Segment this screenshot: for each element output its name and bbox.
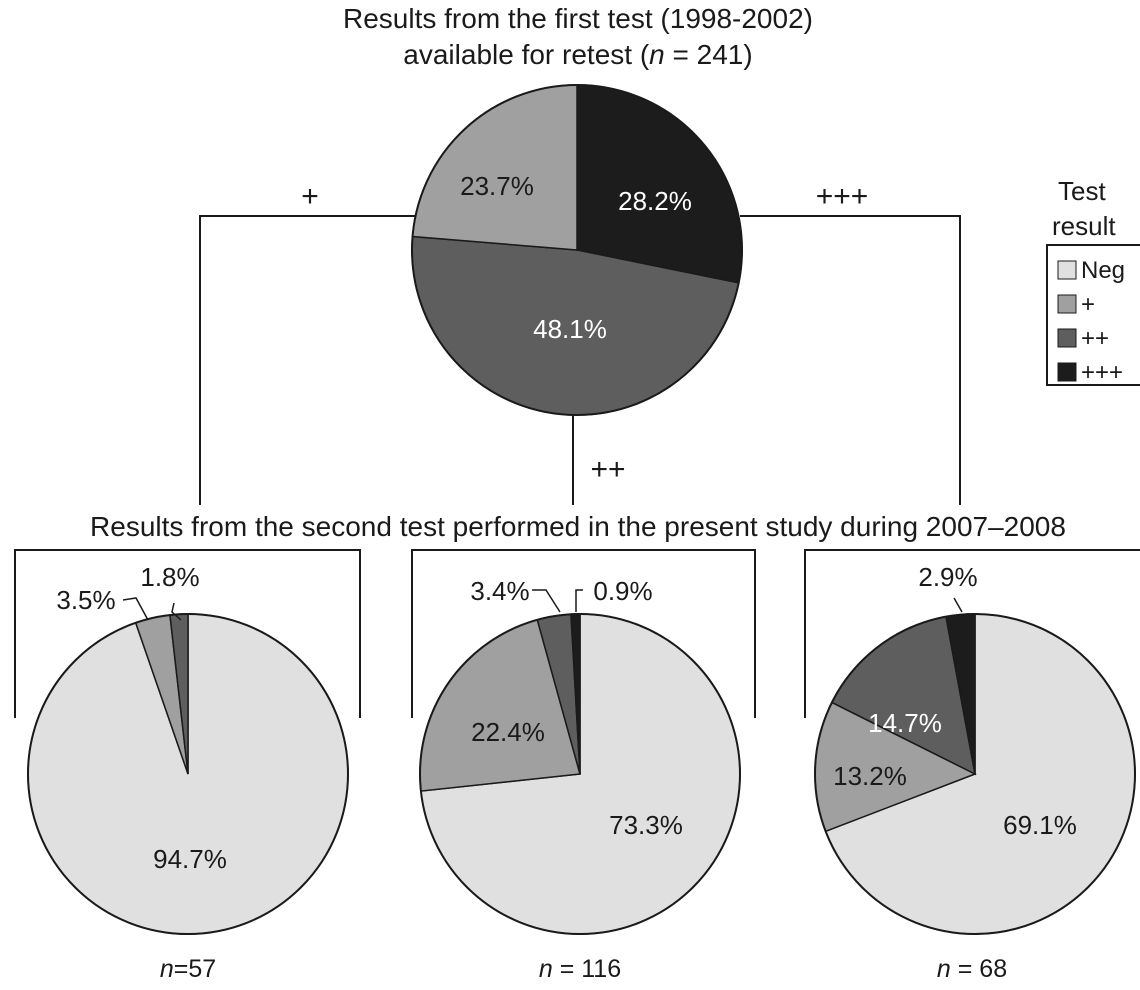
data-label-plusplusplus: 28.2%	[618, 186, 692, 216]
data-label-plusplusplus: 0.9%	[593, 576, 652, 606]
connector-plus	[199, 215, 420, 505]
pie-first-test: 28.2% 48.1% 23.7%	[411, 84, 743, 416]
pie-outline	[814, 613, 1136, 935]
data-label-plusplus: 3.4%	[470, 576, 529, 606]
legend-swatch-plusplus	[1057, 328, 1077, 348]
pie-slice-plusplusplus	[576, 84, 743, 284]
branch-label-plusplusplus: +++	[816, 180, 869, 213]
leader-2-9	[953, 597, 963, 613]
legend-label-plusplus: ++	[1081, 325, 1109, 352]
n-label-57-prefix: n	[160, 955, 174, 983]
leader-3-5	[122, 597, 149, 621]
n-label-116-prefix: n	[539, 955, 553, 983]
pie-slice-plus	[411, 84, 578, 251]
n-label-68: n = 68	[937, 955, 1007, 983]
data-label-plus: 23.7%	[460, 171, 534, 201]
data-label-plusplus: 1.8%	[140, 562, 199, 592]
leader-lines	[122, 589, 963, 621]
connector-lines	[14, 215, 1140, 718]
n-label-68-value: = 68	[951, 955, 1007, 983]
data-label-neg: 94.7%	[153, 844, 227, 874]
legend-box	[1046, 244, 1140, 386]
pie-second-test-from-plus: 94.7% 3.5% 1.8%	[27, 562, 349, 935]
top-title-line1: Results from the first test (1998-2002)	[343, 3, 813, 34]
top-title-n: n	[649, 39, 665, 70]
n-label-57: n=57	[160, 955, 216, 983]
leader-0-9	[575, 589, 583, 612]
data-label-plus: 22.4%	[471, 717, 545, 747]
branch-label-plusplus: ++	[590, 453, 625, 486]
data-label-plusplus: 14.7%	[868, 708, 942, 738]
data-label-neg: 69.1%	[1003, 810, 1077, 840]
top-title-line2-prefix: available for retest (	[403, 39, 650, 70]
top-title-line2: available for retest (n = 241)	[403, 39, 752, 70]
connector-plusplusplus	[740, 215, 961, 505]
legend-swatch-plus	[1057, 294, 1077, 314]
data-label-neg: 73.3%	[609, 810, 683, 840]
legend-swatch-plusplusplus	[1057, 362, 1077, 382]
legend-label-plus: +	[1081, 291, 1095, 318]
legend-label-plusplusplus: +++	[1081, 359, 1123, 386]
n-label-68-prefix: n	[937, 955, 951, 983]
leader-3-4	[532, 589, 561, 613]
n-label-116-value: = 116	[553, 955, 621, 983]
branch-label-plus: +	[301, 180, 319, 213]
pie-second-test-from-plusplusplus: 69.1% 13.2% 14.7% 2.9%	[814, 562, 1136, 935]
top-title-line2-suffix: = 241)	[665, 39, 753, 70]
n-label-116: n = 116	[539, 955, 621, 983]
bracket-middle	[411, 549, 756, 718]
data-label-plus: 3.5%	[56, 585, 115, 615]
pie-outline	[419, 613, 741, 935]
pie-outline	[411, 84, 743, 416]
n-label-57-value: =57	[174, 955, 216, 983]
bracket-left	[14, 549, 361, 718]
legend-label-neg: Neg	[1081, 257, 1125, 284]
data-label-plusplusplus: 2.9%	[918, 562, 977, 592]
legend-swatch-neg	[1057, 260, 1077, 280]
pie-outline	[27, 613, 349, 935]
pie-second-test-from-plusplus: 73.3% 22.4% 3.4% 0.9%	[419, 576, 741, 935]
legend-title-line1: Test	[1058, 176, 1106, 206]
second-test-title: Results from the second test performed i…	[90, 511, 1066, 542]
bracket-right	[804, 549, 1140, 718]
legend-title-line2: result	[1052, 211, 1116, 241]
leader-1-8	[171, 602, 182, 621]
data-label-plus: 13.2%	[833, 761, 907, 791]
legend: Test result Neg + ++ +++	[1046, 176, 1140, 386]
data-label-plusplus: 48.1%	[533, 314, 607, 344]
